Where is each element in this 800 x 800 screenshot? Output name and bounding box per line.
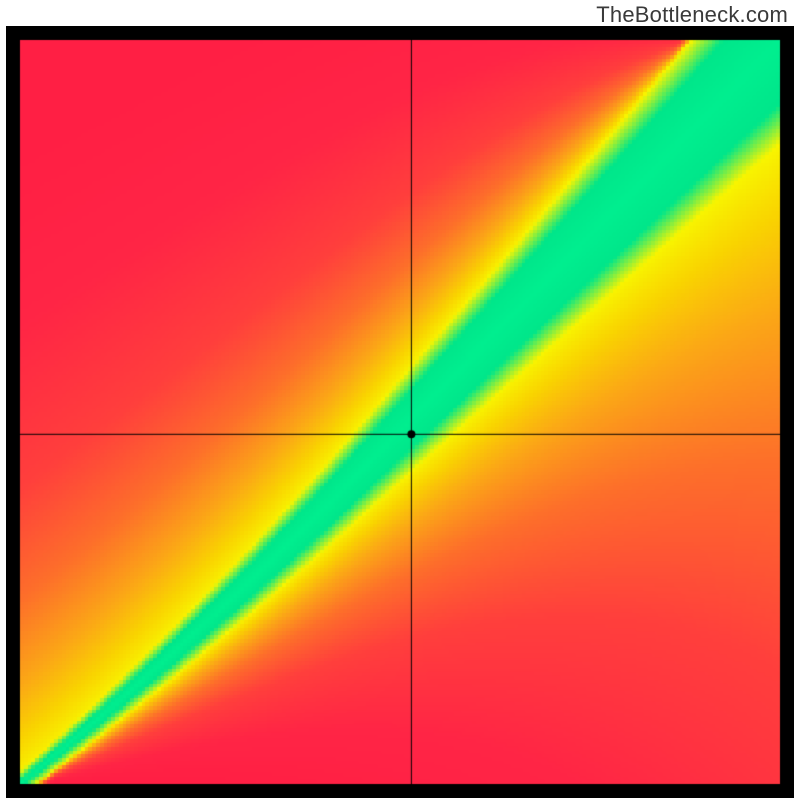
heatmap-canvas <box>6 26 794 798</box>
bottleneck-heatmap <box>6 26 794 798</box>
watermark-text: TheBottleneck.com <box>596 2 788 28</box>
